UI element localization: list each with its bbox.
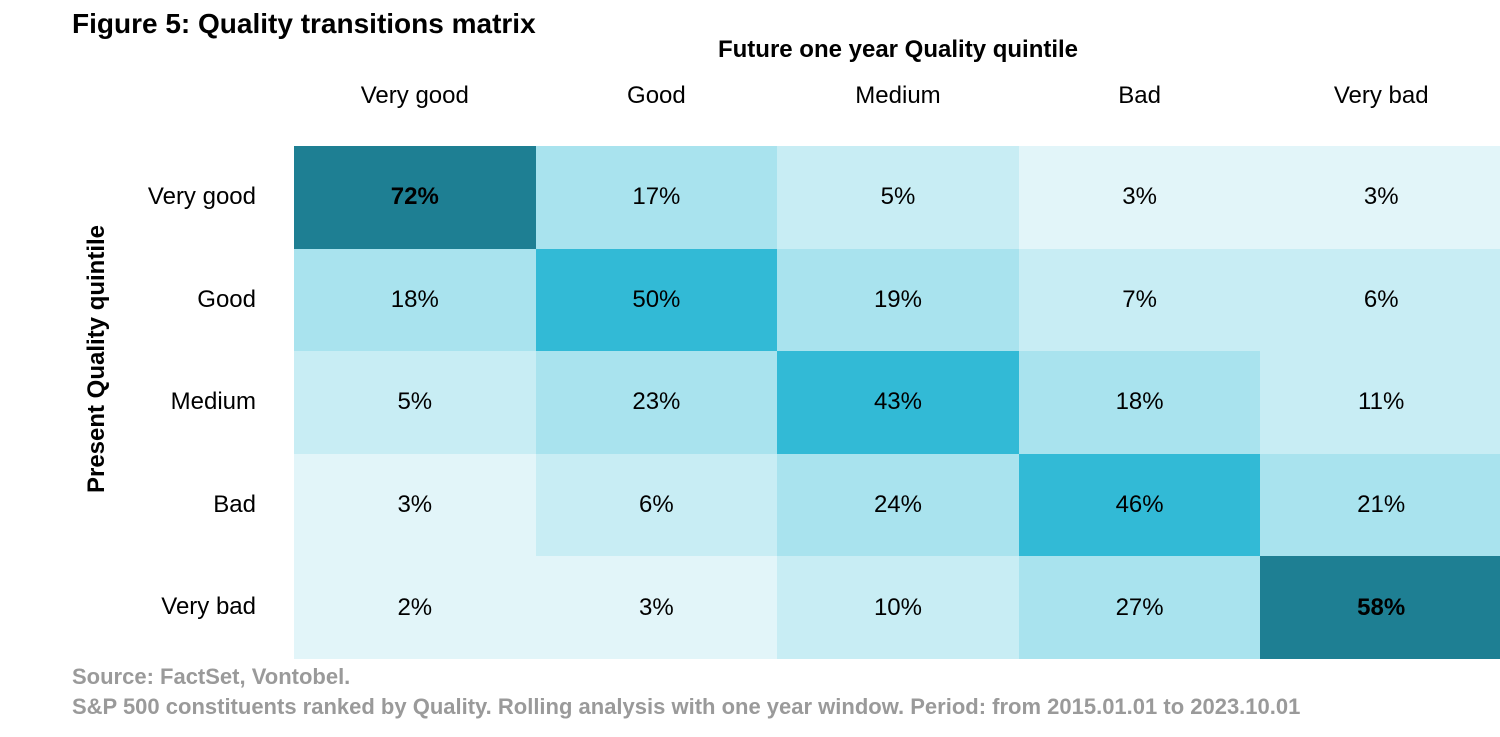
cell-value: 18% — [390, 285, 439, 313]
cell-medium-to-good: 23% — [535, 351, 778, 454]
cell-good-to-bad: 7% — [1018, 248, 1261, 352]
cell-very-bad-to-very-bad: 58% — [1260, 556, 1500, 659]
cell-very-good-to-bad: 3% — [1018, 146, 1261, 249]
cell-value: 6% — [639, 491, 674, 519]
cell-good-to-very-bad: 6% — [1260, 248, 1500, 352]
cell-very-bad-to-very-good: 2% — [294, 556, 536, 659]
cell-value: 19% — [873, 285, 922, 313]
column-label-medium: Medium — [855, 82, 941, 109]
row-label-good: Good — [197, 285, 256, 313]
cell-value: 3% — [639, 593, 674, 621]
cell-bad-to-very-good: 3% — [294, 453, 536, 557]
y-axis-title: Present Quality quintile — [83, 224, 110, 494]
cell-medium-to-medium: 43% — [777, 351, 1019, 454]
cell-very-bad-to-bad: 27% — [1018, 556, 1261, 659]
methodology-note: S&P 500 constituents ranked by Quality. … — [72, 694, 1301, 719]
cell-bad-to-bad: 46% — [1018, 453, 1261, 557]
cell-value: 3% — [1363, 183, 1399, 211]
cell-value: 18% — [1115, 388, 1164, 416]
cell-very-good-to-very-bad: 3% — [1260, 146, 1500, 249]
cell-very-bad-to-medium: 10% — [777, 556, 1019, 659]
cell-value: 50% — [632, 285, 681, 313]
source-note: Source: FactSet, Vontobel. — [72, 664, 351, 689]
column-label-very-bad: Very bad — [1333, 82, 1429, 109]
cell-value: 23% — [632, 388, 681, 416]
column-label-bad: Bad — [1118, 82, 1161, 109]
cell-value: 11% — [1358, 388, 1405, 416]
cell-very-good-to-very-good: 72% — [294, 146, 536, 249]
cell-bad-to-very-bad: 21% — [1260, 453, 1500, 557]
figure-title: Figure 5: Quality transitions matrix — [72, 8, 536, 39]
cell-value: 17% — [632, 183, 681, 211]
cell-good-to-medium: 19% — [777, 248, 1019, 352]
cell-medium-to-very-good: 5% — [294, 351, 536, 454]
cell-bad-to-good: 6% — [535, 453, 778, 557]
cell-medium-to-bad: 18% — [1018, 351, 1261, 454]
cell-good-to-good: 50% — [535, 248, 778, 352]
row-label-very-bad: Very bad — [161, 593, 256, 621]
row-label-very-good: Very good — [147, 183, 256, 210]
cell-value: 3% — [397, 491, 433, 519]
cell-value: 2% — [397, 593, 433, 621]
cell-value: 21% — [1357, 491, 1406, 519]
column-label-very-good: Very good — [360, 82, 469, 109]
row-label-medium: Medium — [170, 388, 256, 416]
cell-good-to-very-good: 18% — [294, 248, 536, 352]
cell-value: 24% — [873, 491, 922, 519]
cell-value: 6% — [1363, 285, 1399, 313]
cell-value: 43% — [873, 388, 922, 416]
cell-very-good-to-good: 17% — [535, 146, 778, 249]
row-label-bad: Bad — [213, 490, 256, 518]
cell-value: 27% — [1115, 593, 1164, 621]
cell-medium-to-very-bad: 11% — [1260, 351, 1500, 454]
cell-value: 72% — [390, 183, 439, 211]
cell-value: 3% — [1122, 183, 1157, 211]
cell-value: 58% — [1357, 593, 1406, 621]
cell-value: 5% — [880, 183, 916, 211]
cell-very-bad-to-good: 3% — [535, 556, 778, 659]
cell-value: 46% — [1115, 491, 1164, 519]
cell-value: 5% — [397, 388, 433, 416]
x-axis-title: Future one year Quality quintile — [717, 36, 1079, 63]
cell-very-good-to-medium: 5% — [777, 146, 1019, 249]
cell-bad-to-medium: 24% — [777, 453, 1019, 557]
cell-value: 7% — [1122, 285, 1157, 313]
cell-value: 10% — [873, 593, 922, 621]
heatmap-grid: 72% 17% 5% 3% 3% 18% 50% 19% 7% 6% 5% 23% 43% 18% 11% 3… — [294, 146, 1500, 659]
column-label-good: Good — [627, 82, 686, 109]
